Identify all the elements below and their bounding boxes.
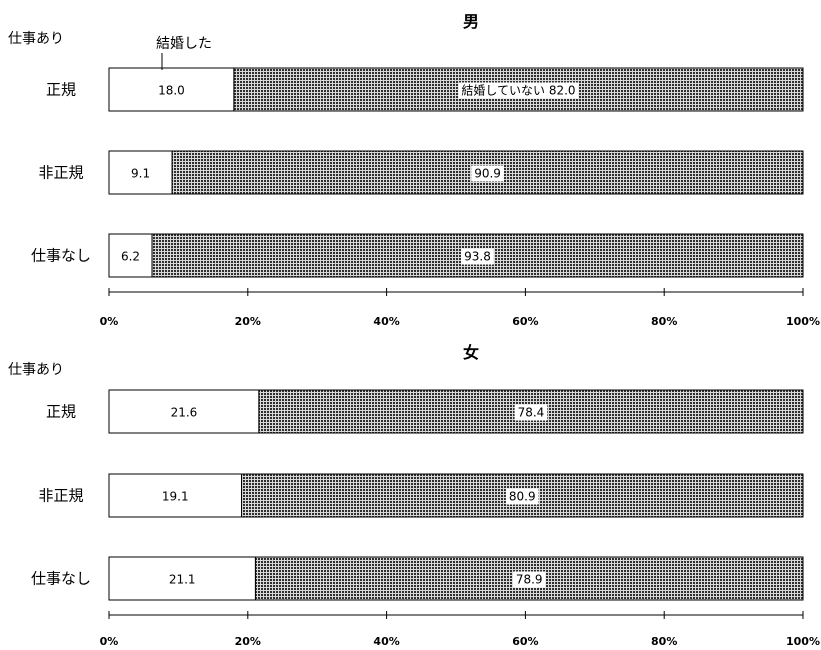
bar-married — [108, 67, 235, 112]
category-label: 仕事なし — [31, 247, 91, 265]
value-label-unmarried: 78.9 — [516, 573, 543, 587]
value-label-unmarried-group: 78.4 — [514, 404, 548, 421]
panel-title: 女 — [463, 343, 479, 362]
bar-married — [108, 473, 243, 518]
value-label-unmarried: 93.8 — [464, 250, 491, 264]
value-label-unmarried-group: 78.9 — [512, 571, 546, 588]
value-label-unmarried-group: 結婚していない 82.0 — [458, 82, 579, 99]
value-label-unmarried-group: 80.9 — [505, 488, 539, 505]
value-label-box — [505, 488, 539, 505]
value-label-married: 19.1 — [162, 490, 189, 504]
x-tick-label: 60% — [512, 635, 538, 648]
category-label: 非正規 — [38, 164, 83, 182]
panel-title: 男 — [463, 12, 479, 31]
bar-married — [108, 556, 256, 601]
value-label-unmarried: 80.9 — [509, 490, 536, 504]
value-label-unmarried-group: 93.8 — [461, 248, 494, 265]
group-label: 仕事あり — [8, 31, 64, 47]
x-tick-label: 20% — [235, 635, 261, 648]
category-label: 仕事なし — [31, 570, 91, 588]
x-tick-label: 100% — [786, 315, 820, 328]
category-label: 正規 — [46, 81, 76, 99]
group-label: 仕事あり — [8, 362, 64, 378]
x-tick-label: 40% — [373, 635, 399, 648]
x-tick-label: 80% — [651, 315, 677, 328]
value-label-married: 21.6 — [171, 406, 198, 420]
value-label-box — [461, 248, 494, 265]
value-label-married: 21.1 — [169, 573, 196, 587]
value-label-unmarried: 結婚していない 82.0 — [461, 84, 575, 98]
value-label-unmarried: 90.9 — [474, 167, 501, 181]
value-label-box — [458, 82, 579, 99]
x-tick-label: 0% — [100, 315, 119, 328]
x-tick-label: 60% — [512, 315, 538, 328]
value-label-box — [514, 404, 548, 421]
bar-married — [108, 233, 153, 278]
category-label: 非正規 — [38, 487, 83, 505]
x-tick-label: 80% — [651, 635, 677, 648]
value-label-married: 18.0 — [158, 84, 185, 98]
x-tick-label: 20% — [235, 315, 261, 328]
value-label-box — [512, 571, 546, 588]
x-tick-label: 0% — [100, 635, 119, 648]
value-label-married: 9.1 — [131, 167, 150, 181]
category-label: 正規 — [46, 403, 76, 421]
x-tick-label: 40% — [373, 315, 399, 328]
value-label-married: 6.2 — [121, 250, 140, 264]
annotation-label: 結婚した — [156, 36, 212, 52]
value-label-box — [471, 165, 504, 182]
value-label-unmarried: 78.4 — [518, 406, 545, 420]
value-label-unmarried-group: 90.9 — [471, 165, 504, 182]
bar-married — [108, 389, 260, 434]
x-tick-label: 100% — [786, 635, 820, 648]
